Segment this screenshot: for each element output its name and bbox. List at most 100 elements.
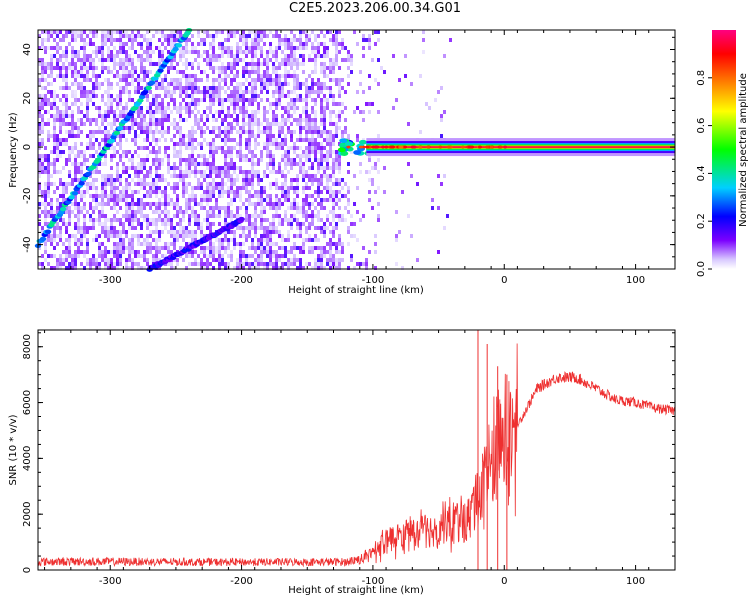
- spectrogram-cell: [83, 114, 86, 118]
- spectrogram-cell: [347, 210, 350, 214]
- spectrogram-cell: [92, 226, 95, 230]
- spectrogram-cell: [317, 178, 320, 182]
- spectrogram-cell: [125, 110, 128, 114]
- spectrogram-cell: [167, 38, 170, 42]
- spectrogram-cell: [92, 194, 95, 198]
- spectrogram-cell: [149, 46, 152, 50]
- spectrogram-cell: [110, 110, 113, 114]
- spectrogram-cell: [128, 242, 131, 246]
- spectrogram-cell: [275, 138, 278, 142]
- spectrogram-cell: [146, 50, 149, 54]
- spectrogram-cell: [41, 230, 44, 234]
- spectrogram-cell: [329, 62, 332, 66]
- spectrogram-cell: [212, 42, 215, 46]
- spectrogram-cell: [362, 34, 365, 38]
- spectrogram-cell: [272, 230, 275, 234]
- spectrogram-cell: [53, 162, 56, 166]
- spectrogram-cell: [323, 66, 326, 70]
- spectrogram-cell: [326, 242, 329, 246]
- spectrogram-cell: [38, 170, 41, 174]
- spectrogram-cell: [233, 98, 236, 102]
- spectrogram-cell: [65, 130, 68, 134]
- spectrogram-cell: [143, 58, 146, 62]
- spectrogram-cell: [242, 230, 245, 234]
- spectrogram-cell: [218, 90, 221, 94]
- spectrogram-cell: [242, 82, 245, 86]
- spectrogram-cell: [278, 34, 281, 38]
- spectrogram-cell: [53, 118, 56, 122]
- spectrogram-cell: [311, 118, 314, 122]
- spectrogram-cell: [242, 234, 245, 238]
- spectrogram-cell: [290, 202, 293, 206]
- spectrogram-cell: [287, 150, 290, 154]
- spectrogram-cell: [227, 190, 230, 194]
- spectrogram-cell: [308, 146, 311, 150]
- spectrogram-cell: [440, 134, 443, 138]
- spectrogram-cell: [92, 146, 95, 150]
- spectrogram-cell: [122, 162, 125, 166]
- spectrogram-cell: [89, 174, 92, 178]
- spectrogram-cell: [221, 262, 224, 266]
- spectrogram-cell: [191, 78, 194, 82]
- spectrogram-cell: [71, 50, 74, 54]
- spectrogram-cell: [263, 30, 266, 34]
- spectrogram-cell: [203, 246, 206, 250]
- spectrogram-cell: [56, 210, 59, 214]
- spectrogram-cell: [215, 146, 218, 150]
- spectrogram-cell: [179, 150, 182, 154]
- spectrogram-cell: [290, 222, 293, 226]
- spectrogram-cell: [251, 62, 254, 66]
- carrier-dot: [381, 145, 386, 149]
- spectrogram-cell: [86, 226, 89, 230]
- spectrogram-cell: [44, 186, 47, 190]
- spectrogram-cell: [161, 174, 164, 178]
- spectrogram-cell: [47, 174, 50, 178]
- spectrogram-cell: [218, 222, 221, 226]
- spectrogram-cell: [107, 46, 110, 50]
- y-tick-label: 0: [22, 567, 33, 573]
- spectrogram-cell: [128, 38, 131, 42]
- spectrogram-cell: [224, 162, 227, 166]
- spectrogram-cell: [305, 94, 308, 98]
- spectrogram-cell: [266, 98, 269, 102]
- spectrogram-cell: [50, 234, 53, 238]
- spectrogram-cell: [224, 250, 227, 254]
- spectrogram-cell: [275, 102, 278, 106]
- spectrogram-cell: [110, 142, 113, 146]
- spectrogram-cell: [314, 174, 317, 178]
- spectrogram-cell: [275, 122, 278, 126]
- trace-blob: [44, 229, 52, 234]
- spectrogram-cell: [314, 226, 317, 230]
- spectrogram-cell: [368, 102, 371, 106]
- spectrogram-cell: [197, 34, 200, 38]
- spectrogram-cell: [167, 154, 170, 158]
- spectrogram-cell: [173, 66, 176, 70]
- spectrogram-cell: [119, 206, 122, 210]
- spectrogram-cell: [257, 158, 260, 162]
- spectrogram-cell: [293, 246, 296, 250]
- spectrogram-cell: [323, 50, 326, 54]
- spectrogram-cell: [302, 82, 305, 86]
- spectrogram-cell: [41, 118, 44, 122]
- carrier-dot: [375, 145, 380, 149]
- spectrogram-cell: [182, 142, 185, 146]
- spectrogram-cell: [71, 182, 74, 186]
- spectrogram-cell: [236, 178, 239, 182]
- spectrogram-cell: [239, 262, 242, 266]
- spectrogram-cell: [56, 118, 59, 122]
- spectrogram-cell: [320, 218, 323, 222]
- spectrogram-cell: [227, 138, 230, 142]
- spectrogram-cell: [218, 210, 221, 214]
- carrier-band: [366, 146, 675, 148]
- spectrogram-cell: [113, 182, 116, 186]
- spectrogram-cell: [230, 202, 233, 206]
- spectrogram-cell: [152, 158, 155, 162]
- spectrogram-cell: [161, 50, 164, 54]
- spectrogram-cell: [161, 130, 164, 134]
- spectrogram-cell: [263, 70, 266, 74]
- spectrogram-cell: [350, 62, 353, 66]
- spectrogram-cell: [89, 146, 92, 150]
- spectrogram-cell: [422, 38, 425, 42]
- spectrogram-cell: [86, 70, 89, 74]
- spectrogram-cell: [299, 30, 302, 34]
